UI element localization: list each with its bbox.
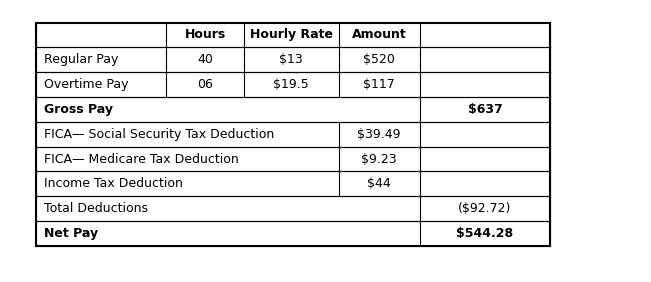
Text: $19.5: $19.5 bbox=[273, 78, 309, 91]
Text: $544.28: $544.28 bbox=[456, 227, 514, 240]
Text: Regular Pay: Regular Pay bbox=[44, 53, 118, 66]
Text: Overtime Pay: Overtime Pay bbox=[44, 78, 128, 91]
Text: Gross Pay: Gross Pay bbox=[44, 103, 113, 116]
Text: FICA— Social Security Tax Deduction: FICA— Social Security Tax Deduction bbox=[44, 128, 274, 141]
Text: $44: $44 bbox=[367, 177, 391, 190]
Text: Net Pay: Net Pay bbox=[44, 227, 98, 240]
Text: $13: $13 bbox=[279, 53, 303, 66]
Text: $9.23: $9.23 bbox=[361, 153, 397, 166]
Text: $637: $637 bbox=[467, 103, 503, 116]
Text: ($92.72): ($92.72) bbox=[458, 202, 512, 215]
Text: Total Deductions: Total Deductions bbox=[44, 202, 148, 215]
Text: 06: 06 bbox=[197, 78, 213, 91]
Bar bbox=[36, 23, 550, 246]
Text: Hours: Hours bbox=[184, 28, 226, 41]
Text: Amount: Amount bbox=[352, 28, 407, 41]
Text: FICA— Medicare Tax Deduction: FICA— Medicare Tax Deduction bbox=[44, 153, 238, 166]
Text: $520: $520 bbox=[363, 53, 395, 66]
Text: $117: $117 bbox=[363, 78, 395, 91]
Text: 40: 40 bbox=[197, 53, 213, 66]
Text: $39.49: $39.49 bbox=[357, 128, 401, 141]
Text: Income Tax Deduction: Income Tax Deduction bbox=[44, 177, 182, 190]
Text: Hourly Rate: Hourly Rate bbox=[250, 28, 333, 41]
